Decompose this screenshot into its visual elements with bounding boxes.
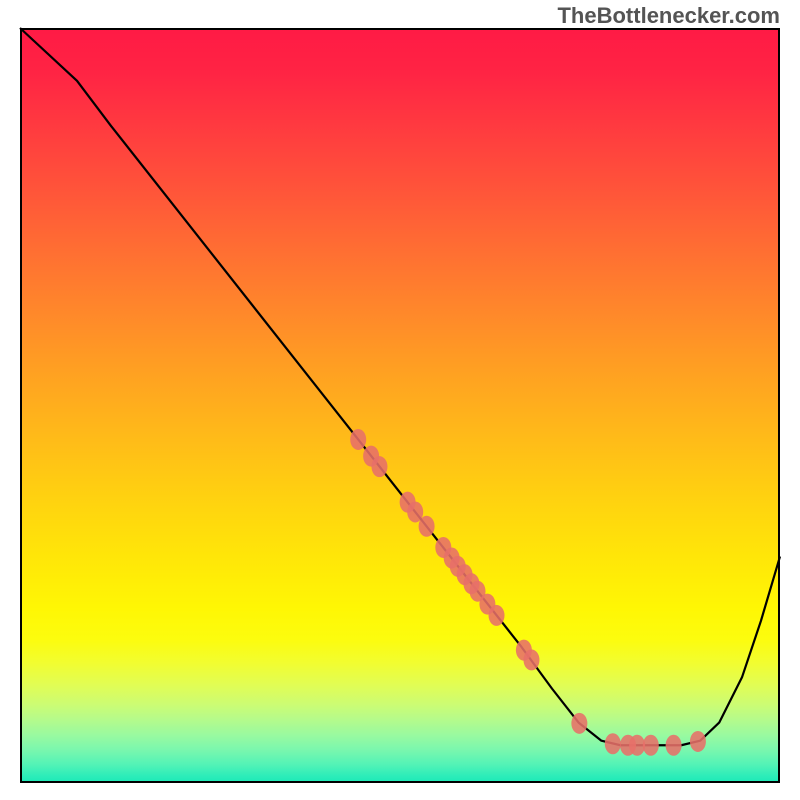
marker-point	[489, 605, 505, 626]
marker-point	[350, 429, 366, 450]
marker-group	[350, 429, 706, 756]
marker-point	[690, 731, 706, 752]
plot-area	[20, 28, 780, 783]
watermark-text: TheBottlenecker.com	[557, 3, 780, 29]
marker-point	[605, 733, 621, 754]
marker-point	[523, 649, 539, 670]
marker-point	[419, 516, 435, 537]
marker-point	[371, 456, 387, 477]
marker-point	[666, 735, 682, 756]
marker-point	[571, 713, 587, 734]
marker-point	[629, 735, 645, 756]
curve-line	[20, 28, 780, 745]
marker-point	[643, 735, 659, 756]
chart-container: TheBottlenecker.com	[0, 0, 800, 800]
chart-overlay-svg	[20, 28, 780, 783]
